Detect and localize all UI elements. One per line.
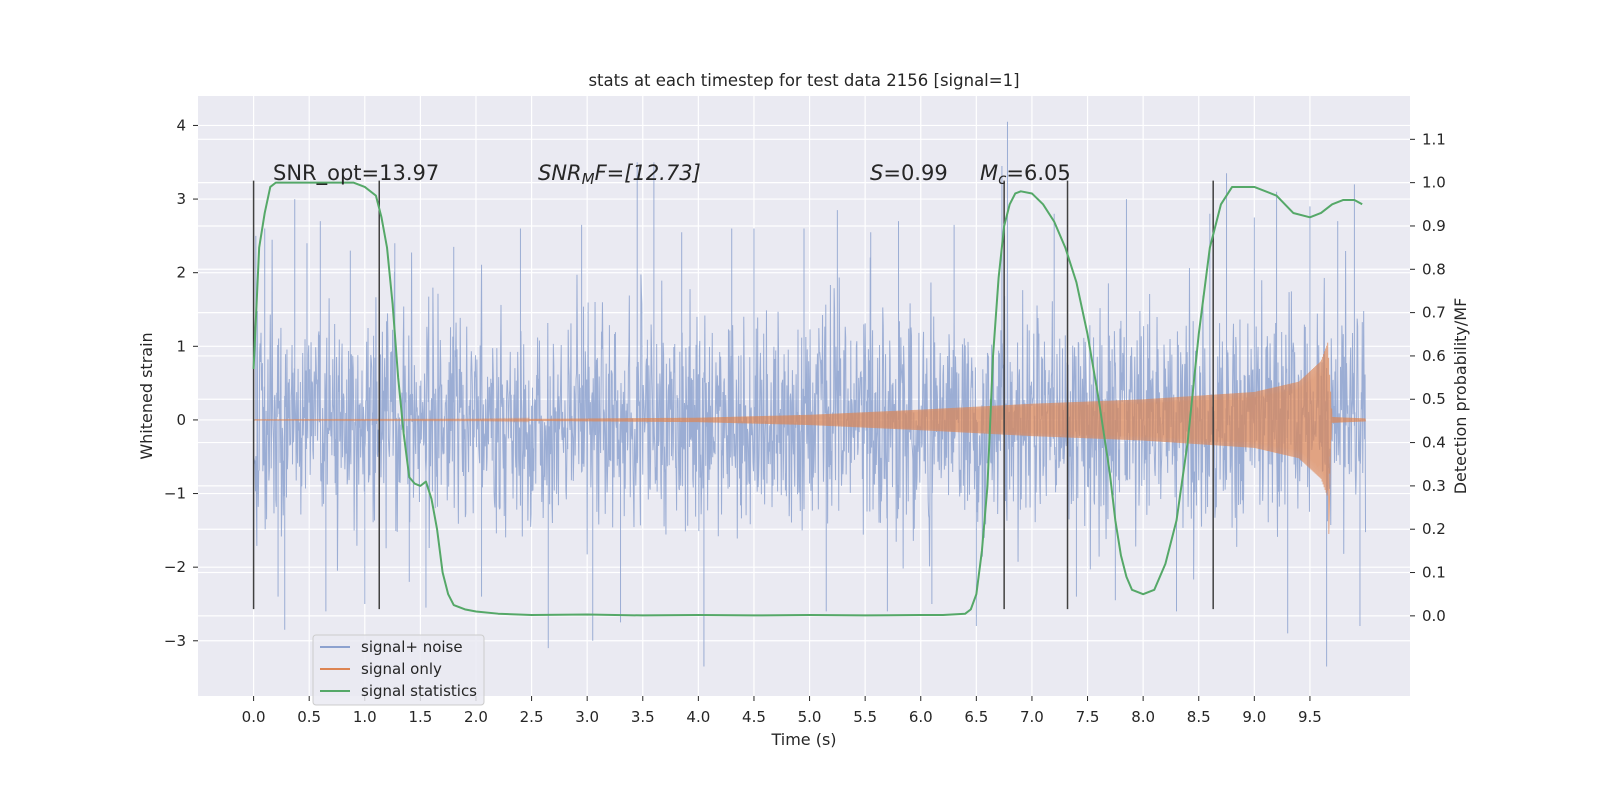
- annotation-mc: Mc=6.05: [980, 161, 1071, 188]
- annotation-mc-value: =6.05: [1006, 161, 1070, 185]
- x-tick-label: 7.5: [1076, 708, 1100, 726]
- y-tick-label: 1: [176, 337, 186, 355]
- x-tick-label: 8.5: [1187, 708, 1211, 726]
- signal-series: [253, 342, 1366, 535]
- x-tick-label: 9.0: [1242, 708, 1266, 726]
- legend-label-stats: signal statistics: [361, 682, 477, 700]
- annotation-s-value: =0.99: [883, 161, 947, 185]
- x-tick-label: 2.5: [520, 708, 544, 726]
- y2-axis-label: Detection probability/MF: [1451, 298, 1470, 495]
- y2-tick-label: 1.1: [1422, 130, 1446, 148]
- y2-tick-label: 0.9: [1422, 217, 1446, 235]
- y2-tick-label: 0.7: [1422, 304, 1446, 322]
- x-tick-label: 0.5: [297, 708, 321, 726]
- y-tick-label: −3: [164, 632, 186, 650]
- x-tick-label: 5.5: [853, 708, 877, 726]
- x-tick-label: 4.5: [742, 708, 766, 726]
- y2-tick-label: 0.0: [1422, 607, 1446, 625]
- x-tick-label: 9.5: [1298, 708, 1322, 726]
- y2-tick-label: 0.4: [1422, 434, 1446, 452]
- x-tick-label: 7.0: [1020, 708, 1044, 726]
- annotation-snr-mf-symbol: SNR: [538, 161, 582, 185]
- x-tick-label: 0.0: [242, 708, 266, 726]
- signal-line: [253, 342, 1366, 535]
- annotation-snr-opt: SNR_opt=13.97: [273, 161, 439, 186]
- annotation-snr-mf-subscript: M: [582, 170, 595, 188]
- x-tick-label: 3.0: [575, 708, 599, 726]
- x-tick-label: 1.0: [353, 708, 377, 726]
- annotation-mc-symbol: M: [980, 161, 998, 185]
- y-tick-label: 2: [176, 264, 186, 282]
- x-tick-label: 1.5: [408, 708, 432, 726]
- stats-line: [252, 181, 1363, 617]
- stats-series: [252, 181, 1363, 617]
- x-tick-label: 6.5: [964, 708, 988, 726]
- x-tick-label: 3.5: [631, 708, 655, 726]
- x-tick-label: 8.0: [1131, 708, 1155, 726]
- y-tick-label: −1: [164, 485, 186, 503]
- axis-ticks: 0.0 0.5 1.0 1.5 2.0 2.5 3.0 3.5 4.0 4.5 5.0 5.5 6.0 6…: [164, 116, 1446, 726]
- y2-tick-label: 1.0: [1422, 174, 1446, 192]
- legend-label-noise: signal+ noise: [361, 638, 463, 656]
- annotation-snr-mf-rest: F=[12.73]: [595, 161, 701, 185]
- x-tick-label: 5.0: [798, 708, 822, 726]
- y2-tick-label: 0.2: [1422, 520, 1446, 538]
- annotation-snr-mf: SNRMF=[12.73]: [538, 161, 701, 188]
- legend-box: [312, 634, 485, 706]
- y-tick-label: 0: [176, 411, 186, 429]
- x-tick-label: 2.0: [464, 708, 488, 726]
- annotation-s: S=0.99: [870, 161, 948, 185]
- y2-tick-label: 0.6: [1422, 347, 1446, 365]
- y2-tick-label: 0.5: [1422, 390, 1446, 408]
- y2-tick-label: 0.3: [1422, 477, 1446, 495]
- legend: signal+ noise signal only signal statist…: [312, 634, 485, 706]
- x-tick-label: 6.0: [909, 708, 933, 726]
- chart-title: stats at each timestep for test data 215…: [588, 71, 1019, 90]
- y2-tick-label: 0.1: [1422, 564, 1446, 582]
- x-tick-label: 4.0: [686, 708, 710, 726]
- y-tick-label: 3: [176, 190, 186, 208]
- annotation-s-symbol: S: [870, 161, 883, 185]
- x-axis-label: Time (s): [770, 730, 836, 749]
- y-tick-label: 4: [176, 116, 186, 134]
- y2-tick-label: 0.8: [1422, 260, 1446, 278]
- y-tick-label: −2: [164, 558, 186, 576]
- y-axis-label: Whitened strain: [137, 332, 156, 459]
- legend-label-signal: signal only: [361, 660, 442, 678]
- annotation-mc-subscript: c: [998, 170, 1007, 188]
- annotations: SNR_opt=13.97 SNRMF=[12.73] S=0.99 Mc=6.…: [273, 161, 1071, 188]
